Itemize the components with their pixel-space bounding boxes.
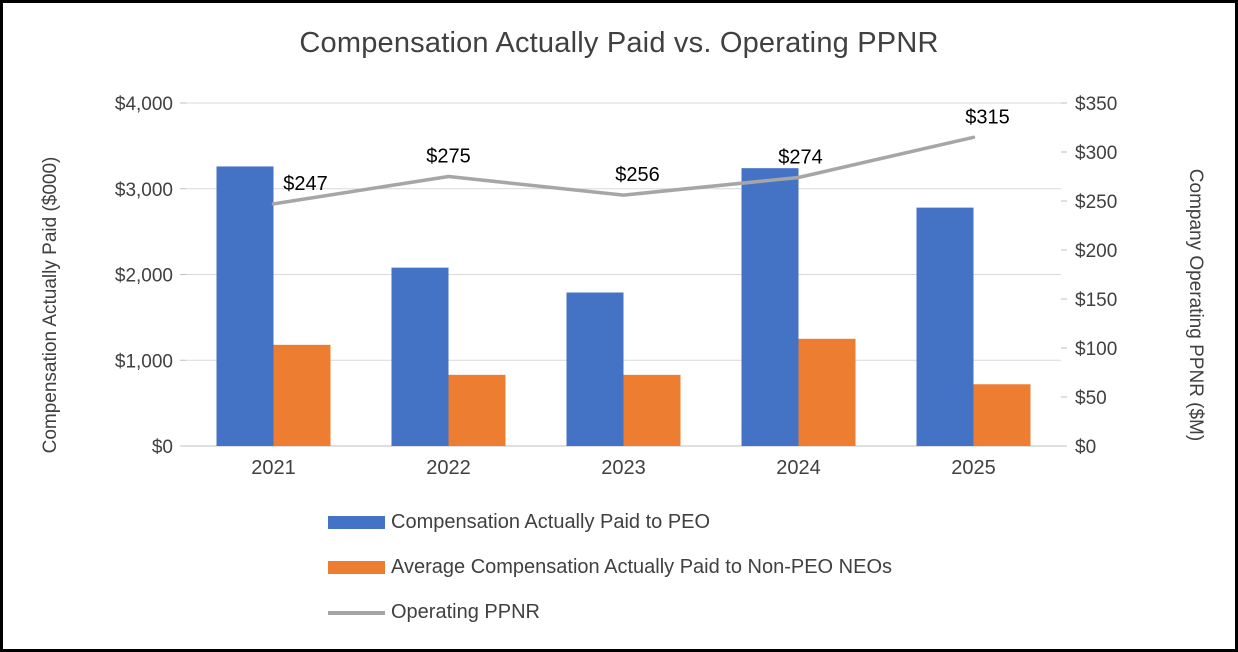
right-axis-tick-label: $0 [1075, 437, 1096, 458]
legend-item-non-peo: Average Compensation Actually Paid to No… [328, 556, 892, 579]
right-axis-tick-label: $300 [1075, 143, 1117, 164]
line-data-label: $247 [283, 173, 328, 195]
left-axis-tick-label: $3,000 [115, 180, 173, 201]
chart-title: Compensation Actually Paid vs. Operating… [299, 27, 939, 59]
line-data-label: $274 [778, 146, 823, 168]
bar-peo-2022 [391, 267, 449, 446]
legend-swatch-non-peo [328, 561, 385, 574]
legend-label-non-peo: Average Compensation Actually Paid to No… [391, 556, 892, 578]
legend-item-ppnr: Operating PPNR [328, 601, 892, 624]
right-axis-tick-label: $100 [1075, 339, 1117, 360]
legend-label-ppnr: Operating PPNR [391, 601, 540, 623]
category-label: 2021 [251, 457, 296, 479]
bar-non-peo-2023 [623, 374, 681, 446]
right-axis-tick-label: $150 [1075, 290, 1117, 311]
category-label: 2024 [776, 457, 821, 479]
legend-item-peo: Compensation Actually Paid to PEO [328, 511, 892, 534]
bar-peo-2021 [216, 166, 274, 446]
category-label: 2025 [951, 457, 996, 479]
chart-plot-area: $0 $1,000 $2,000 $3,000 $4,000 $0 $50 $100 $150 $… [115, 94, 1117, 479]
right-axis-tick-label: $50 [1075, 388, 1107, 409]
category-label: 2023 [601, 457, 646, 479]
category-label: 2022 [426, 457, 471, 479]
legend-swatch-peo [328, 516, 385, 529]
bar-peo-2023 [566, 292, 624, 446]
bar-peo-2024 [741, 168, 799, 447]
right-axis-tick-label: $250 [1075, 192, 1117, 213]
left-axis-tick-label: $1,000 [115, 351, 173, 372]
operating-ppnr-line [271, 135, 976, 206]
line-data-label: $315 [965, 106, 1010, 128]
line-data-label: $256 [615, 164, 660, 186]
left-axis-tick-label: $4,000 [115, 94, 173, 115]
bar-non-peo-2025 [973, 384, 1031, 446]
right-axis-tick-label: $350 [1075, 94, 1117, 115]
bar-non-peo-2022 [448, 374, 506, 446]
right-axis-tick-label: $200 [1075, 241, 1117, 262]
legend-swatch-ppnr [328, 610, 385, 615]
legend-label-peo: Compensation Actually Paid to PEO [391, 511, 711, 533]
bar-non-peo-2024 [798, 338, 856, 446]
legend: Compensation Actually Paid to PEO Averag… [328, 511, 892, 624]
bar-peo-2025 [916, 207, 974, 446]
left-axis-tick-label: $0 [152, 437, 173, 458]
left-axis-tick-label: $2,000 [115, 266, 173, 287]
bar-non-peo-2021 [273, 344, 331, 446]
line-data-label: $275 [426, 146, 471, 168]
